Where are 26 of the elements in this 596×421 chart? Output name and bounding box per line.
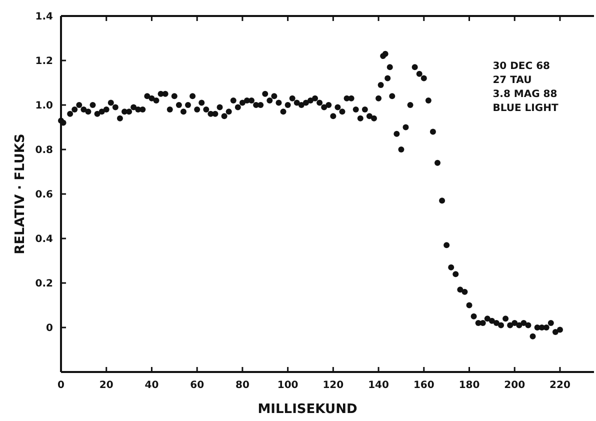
x-tick-label: 20 xyxy=(99,380,114,391)
y-tick-label: 0.2 xyxy=(35,278,54,290)
x-tick-label: 160 xyxy=(413,380,434,391)
annotation: 27 TAU xyxy=(492,75,532,86)
y-tick-label: 1.0 xyxy=(35,100,54,112)
y-tick-label: 0.6 xyxy=(35,190,54,200)
x-tick-label: 0 xyxy=(58,380,65,391)
x-tick-label: 140 xyxy=(368,380,390,391)
annotation: BLUE LIGHT xyxy=(492,103,558,114)
x-tick-label: 80 xyxy=(235,380,250,391)
x-tick-label: 40 xyxy=(144,380,159,391)
x-tick-label: 200 xyxy=(504,380,526,391)
x-tick-label: 120 xyxy=(322,380,344,391)
x-tick-label: 100 xyxy=(277,380,298,391)
x-tick-label: 180 xyxy=(458,380,480,391)
x-tick-label: 60 xyxy=(190,380,204,391)
y-tick-label: 0.8 xyxy=(35,145,54,156)
x-tick-label: 220 xyxy=(550,380,570,391)
annotation: 30 DEC 68 xyxy=(492,61,550,72)
y-axis-title: RELATIV · FLUKS xyxy=(13,134,28,254)
y-tick-label: 0 xyxy=(46,323,54,334)
y-tick-label: 1.2 xyxy=(35,56,54,67)
y-tick-label: 0.4 xyxy=(35,234,54,245)
annotation: 3.8 MAG 88 xyxy=(492,89,558,100)
y-tick-label: 1.4 xyxy=(35,12,54,22)
x-axis-title: MILLISEKUND xyxy=(258,402,358,417)
